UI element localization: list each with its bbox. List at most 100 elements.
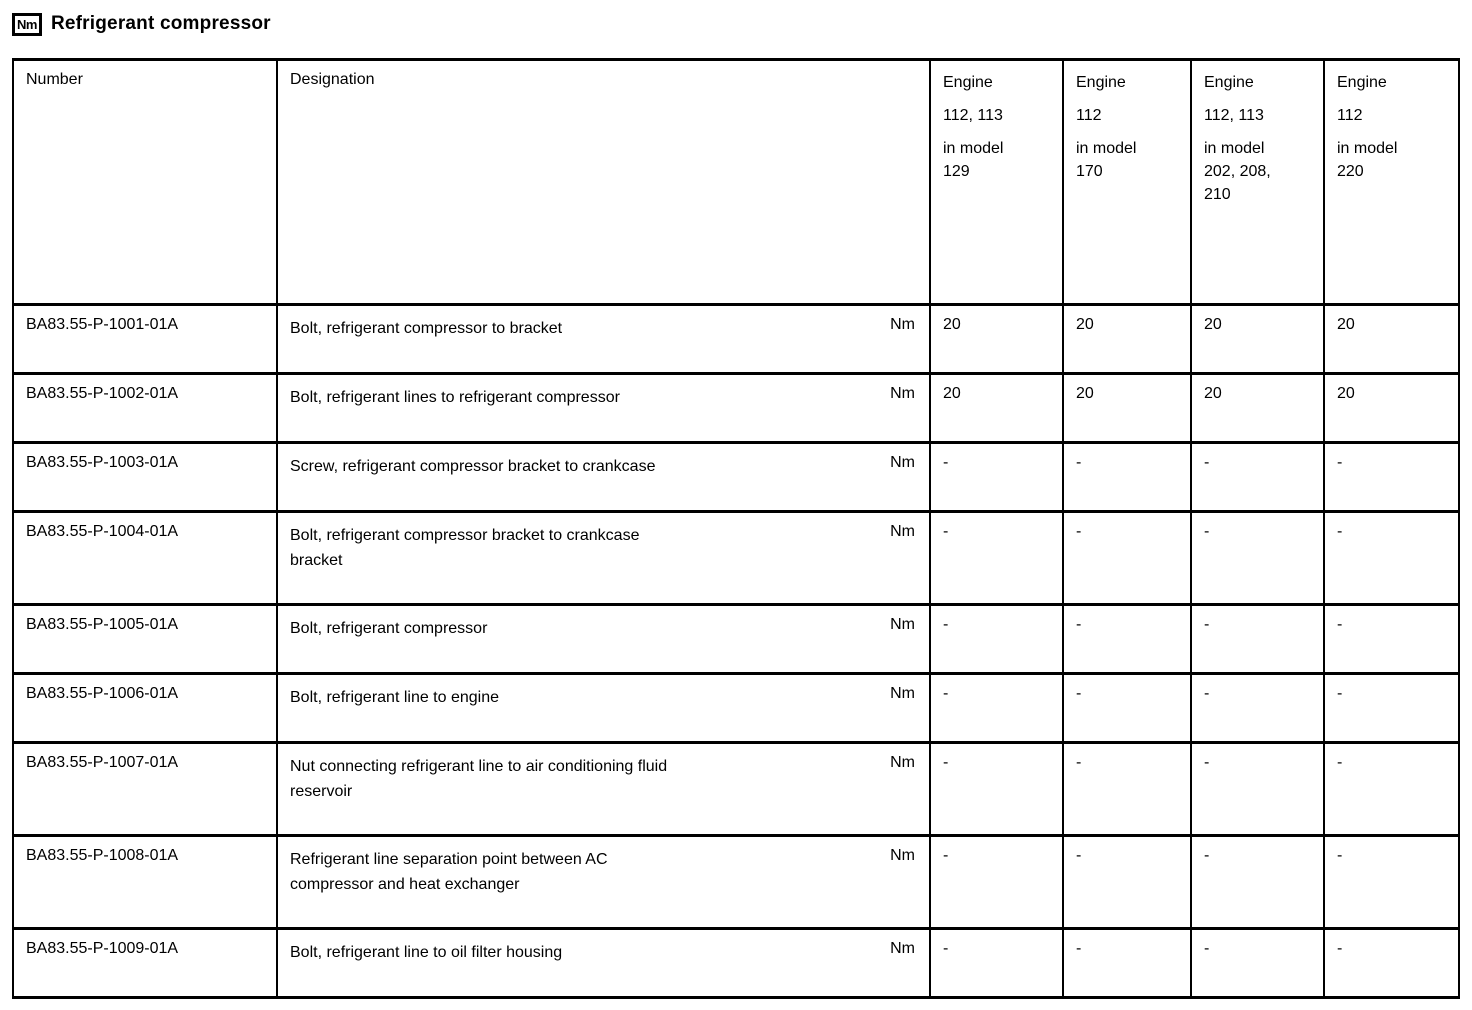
- designation-cell: Bolt, refrigerant compressor to bracket N…: [276, 303, 931, 375]
- designation-text: Bolt, refrigerant compressor: [290, 616, 487, 641]
- designation-line: reservoir: [290, 783, 353, 800]
- engine-header-model-line: 170: [1076, 163, 1103, 180]
- designation-cell: Bolt, refrigerant line to engine Nm: [276, 672, 931, 744]
- designation-line: compressor and heat exchanger: [290, 876, 520, 893]
- value-cell: -: [1323, 927, 1460, 999]
- engine-header-line: 112: [1076, 107, 1102, 124]
- engine-header-line: 112, 113: [943, 107, 1003, 124]
- value-cell: -: [1062, 834, 1192, 930]
- unit-label: Nm: [890, 940, 915, 957]
- designation-cell: Nut connecting refrigerant line to air c…: [276, 741, 931, 837]
- number-cell: BA83.55-P-1005-01A: [12, 603, 278, 675]
- value-cell: 20: [1323, 372, 1460, 444]
- unit-label: Nm: [890, 523, 915, 540]
- engine-header-model-line: in model: [943, 140, 1004, 157]
- value-cell: -: [1062, 927, 1192, 999]
- value-cell: 20: [1323, 303, 1460, 375]
- unit-label: Nm: [890, 847, 915, 864]
- engine-header-line: Engine: [943, 74, 993, 91]
- table-row: BA83.55-P-1002-01A Bolt, refrigerant line…: [12, 372, 1460, 444]
- designation-cell: Screw, refrigerant compressor bracket to…: [276, 441, 931, 513]
- unit-label: Nm: [890, 685, 915, 702]
- page-title: Refrigerant compressor: [50, 13, 271, 34]
- engine-header-line: Engine: [1337, 74, 1387, 91]
- nm-torque-badge-icon: Nm: [12, 12, 42, 36]
- unit-label: Nm: [890, 454, 915, 471]
- value-cell: -: [1190, 741, 1325, 837]
- designation-line: Bolt, refrigerant lines to refrigerant c…: [290, 389, 620, 406]
- value-cell: -: [929, 672, 1064, 744]
- designation-text: Screw, refrigerant compressor bracket to…: [290, 454, 655, 479]
- engine-header-model-line: 210: [1204, 186, 1231, 203]
- number-cell: BA83.55-P-1007-01A: [12, 741, 278, 837]
- designation-text: Bolt, refrigerant compressor to bracket: [290, 316, 562, 341]
- value-cell: -: [929, 510, 1064, 606]
- designation-cell: Refrigerant line separation point betwee…: [276, 834, 931, 930]
- designation-text: Bolt, refrigerant compressor bracket to …: [290, 523, 639, 573]
- designation-text: Refrigerant line separation point betwee…: [290, 847, 608, 897]
- table-row: BA83.55-P-1009-01A Bolt, refrigerant line…: [12, 927, 1460, 999]
- engine-header-model-line: in model: [1337, 140, 1398, 157]
- number-cell: BA83.55-P-1009-01A: [12, 927, 278, 999]
- column-header-engine-2: Engine 112 in model 170: [1062, 58, 1192, 306]
- column-header-designation: Designation: [276, 58, 931, 306]
- designation-cell: Bolt, refrigerant compressor bracket to …: [276, 510, 931, 606]
- number-cell: BA83.55-P-1001-01A: [12, 303, 278, 375]
- value-cell: -: [1190, 510, 1325, 606]
- table-row: BA83.55-P-1006-01A Bolt, refrigerant line…: [12, 672, 1460, 744]
- value-cell: -: [1190, 672, 1325, 744]
- unit-label: Nm: [890, 316, 915, 333]
- number-cell: BA83.55-P-1006-01A: [12, 672, 278, 744]
- designation-line: Screw, refrigerant compressor bracket to…: [290, 458, 656, 475]
- table-row: BA83.55-P-1003-01A Screw, refrigerant com…: [12, 441, 1460, 513]
- value-cell: -: [1190, 441, 1325, 513]
- page-header: Nm Refrigerant compressor: [12, 8, 1460, 40]
- column-header-engine-4: Engine 112 in model 220: [1323, 58, 1460, 306]
- value-cell: -: [1062, 603, 1192, 675]
- engine-header-line: Engine: [1076, 74, 1126, 91]
- number-cell: BA83.55-P-1003-01A: [12, 441, 278, 513]
- value-cell: -: [1323, 441, 1460, 513]
- value-cell: -: [929, 741, 1064, 837]
- designation-text: Bolt, refrigerant lines to refrigerant c…: [290, 385, 620, 410]
- table-body: BA83.55-P-1001-01A Bolt, refrigerant comp…: [12, 303, 1460, 999]
- engine-header-line: 112: [1337, 107, 1363, 124]
- table-header-row: Number Designation Engine 112, 113 in mode…: [12, 58, 1460, 306]
- engine-header-model-line: 202, 208,: [1204, 163, 1271, 180]
- value-cell: -: [929, 603, 1064, 675]
- column-header-engine-3: Engine 112, 113 in model 202, 208, 210: [1190, 58, 1325, 306]
- value-cell: -: [929, 834, 1064, 930]
- designation-text: Nut connecting refrigerant line to air c…: [290, 754, 667, 804]
- table-row: BA83.55-P-1008-01A Refrigerant line separ…: [12, 834, 1460, 930]
- value-cell: -: [929, 927, 1064, 999]
- number-cell: BA83.55-P-1008-01A: [12, 834, 278, 930]
- value-cell: -: [1323, 834, 1460, 930]
- designation-line: Nut connecting refrigerant line to air c…: [290, 758, 668, 775]
- value-cell: 20: [929, 303, 1064, 375]
- designation-line: Bolt, refrigerant compressor: [290, 620, 488, 637]
- designation-line: bracket: [290, 552, 343, 569]
- engine-header-line: Engine: [1204, 74, 1254, 91]
- unit-label: Nm: [890, 616, 915, 633]
- value-cell: -: [1323, 603, 1460, 675]
- value-cell: 20: [1190, 372, 1325, 444]
- value-cell: -: [1323, 510, 1460, 606]
- designation-text: Bolt, refrigerant line to engine: [290, 685, 499, 710]
- designation-line: Bolt, refrigerant line to engine: [290, 689, 500, 706]
- designation-line: Bolt, refrigerant compressor bracket to …: [290, 527, 640, 544]
- designation-cell: Bolt, refrigerant lines to refrigerant c…: [276, 372, 931, 444]
- designation-cell: Bolt, refrigerant compressor Nm: [276, 603, 931, 675]
- value-cell: -: [1190, 927, 1325, 999]
- value-cell: -: [1062, 741, 1192, 837]
- value-cell: -: [1190, 603, 1325, 675]
- engine-header-model-line: 220: [1337, 163, 1364, 180]
- table-row: BA83.55-P-1001-01A Bolt, refrigerant comp…: [12, 303, 1460, 375]
- designation-text: Bolt, refrigerant line to oil filter hou…: [290, 940, 562, 965]
- unit-label: Nm: [890, 385, 915, 402]
- engine-header-model-line: in model: [1076, 140, 1137, 157]
- value-cell: -: [1062, 510, 1192, 606]
- column-header-number: Number: [12, 58, 278, 306]
- number-cell: BA83.55-P-1002-01A: [12, 372, 278, 444]
- value-cell: -: [1062, 672, 1192, 744]
